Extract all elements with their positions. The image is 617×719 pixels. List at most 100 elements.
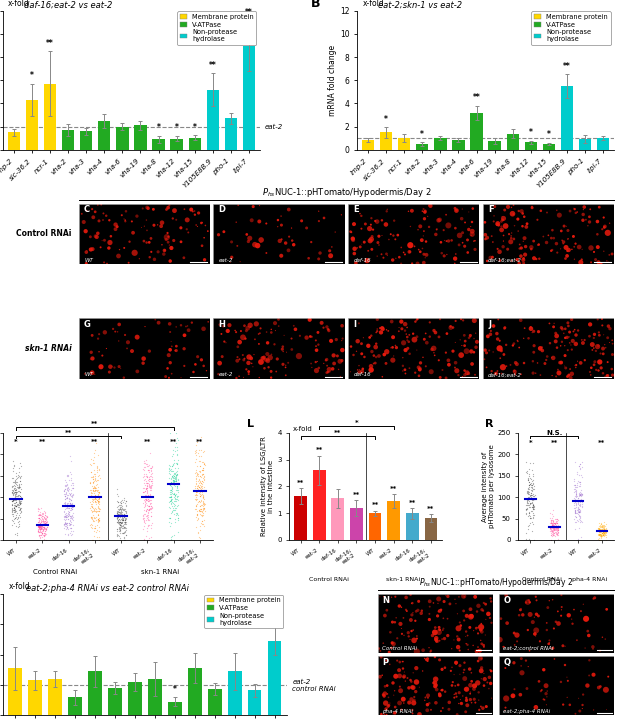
Point <box>542 691 552 702</box>
Point <box>191 480 201 492</box>
Point <box>594 528 603 539</box>
Point <box>167 473 176 485</box>
Point <box>455 669 465 680</box>
Point <box>560 360 569 372</box>
Point <box>378 371 387 383</box>
Point <box>120 533 130 544</box>
Point <box>141 214 151 226</box>
Point <box>444 354 453 366</box>
Point <box>191 359 201 370</box>
Point <box>589 593 598 605</box>
Point <box>187 317 197 329</box>
Point <box>136 221 146 233</box>
Point <box>67 491 77 503</box>
Point <box>409 695 419 706</box>
Point <box>115 503 125 515</box>
Point <box>574 505 584 516</box>
Point <box>144 474 154 485</box>
Point <box>398 663 408 674</box>
Point <box>412 605 421 617</box>
Point <box>138 482 148 494</box>
Point <box>574 490 584 501</box>
Point <box>501 339 511 351</box>
Point <box>146 480 155 491</box>
Point <box>497 224 507 236</box>
Point <box>572 504 582 516</box>
Point <box>169 476 179 487</box>
Text: WT: WT <box>84 257 93 262</box>
Point <box>142 224 152 236</box>
Point <box>166 478 176 490</box>
Point <box>170 441 180 452</box>
Point <box>173 490 183 502</box>
Point <box>120 518 130 530</box>
Point <box>199 503 209 514</box>
Point <box>60 475 70 486</box>
Point <box>274 321 284 332</box>
Point <box>524 480 534 491</box>
Point <box>314 215 324 226</box>
Point <box>595 529 605 541</box>
Point <box>574 510 584 522</box>
Point <box>172 490 182 502</box>
Point <box>13 489 23 500</box>
Point <box>90 492 100 503</box>
Point <box>39 518 49 530</box>
Point <box>494 313 503 325</box>
Point <box>574 496 584 508</box>
Point <box>457 213 466 224</box>
Point <box>524 480 534 491</box>
Point <box>523 485 533 497</box>
Bar <box>524 142 537 150</box>
Point <box>594 525 604 536</box>
Point <box>170 467 180 479</box>
Point <box>569 241 579 252</box>
Point <box>599 521 609 533</box>
Point <box>91 513 101 524</box>
Point <box>273 221 283 232</box>
Point <box>191 466 201 477</box>
Point <box>563 344 573 356</box>
Point <box>397 623 407 634</box>
Point <box>34 526 44 538</box>
Point <box>563 233 573 244</box>
Point <box>36 526 46 538</box>
Point <box>112 510 122 522</box>
Point <box>61 518 71 529</box>
Point <box>413 224 423 235</box>
Point <box>181 321 191 332</box>
Point <box>550 518 560 529</box>
Point <box>138 471 148 482</box>
Point <box>35 531 44 543</box>
Point <box>393 229 403 241</box>
Point <box>91 437 101 449</box>
Point <box>168 503 178 514</box>
Point <box>171 493 181 505</box>
Point <box>528 495 537 506</box>
Point <box>92 491 102 503</box>
Point <box>497 221 507 232</box>
Point <box>418 665 428 677</box>
Point <box>114 250 123 262</box>
Point <box>597 527 607 539</box>
Point <box>325 367 334 378</box>
Point <box>112 508 122 519</box>
Point <box>510 365 520 376</box>
Point <box>142 487 152 499</box>
Point <box>528 496 537 508</box>
Point <box>596 528 606 540</box>
Point <box>594 523 604 534</box>
Point <box>166 517 176 528</box>
Point <box>10 478 20 490</box>
Point <box>154 317 164 329</box>
Point <box>586 257 596 268</box>
Point <box>483 608 493 620</box>
Point <box>409 691 419 702</box>
Point <box>267 324 276 335</box>
Point <box>36 514 46 526</box>
Point <box>67 528 77 539</box>
Point <box>199 514 209 526</box>
Point <box>168 488 178 500</box>
Point <box>317 317 326 329</box>
Point <box>121 513 131 524</box>
